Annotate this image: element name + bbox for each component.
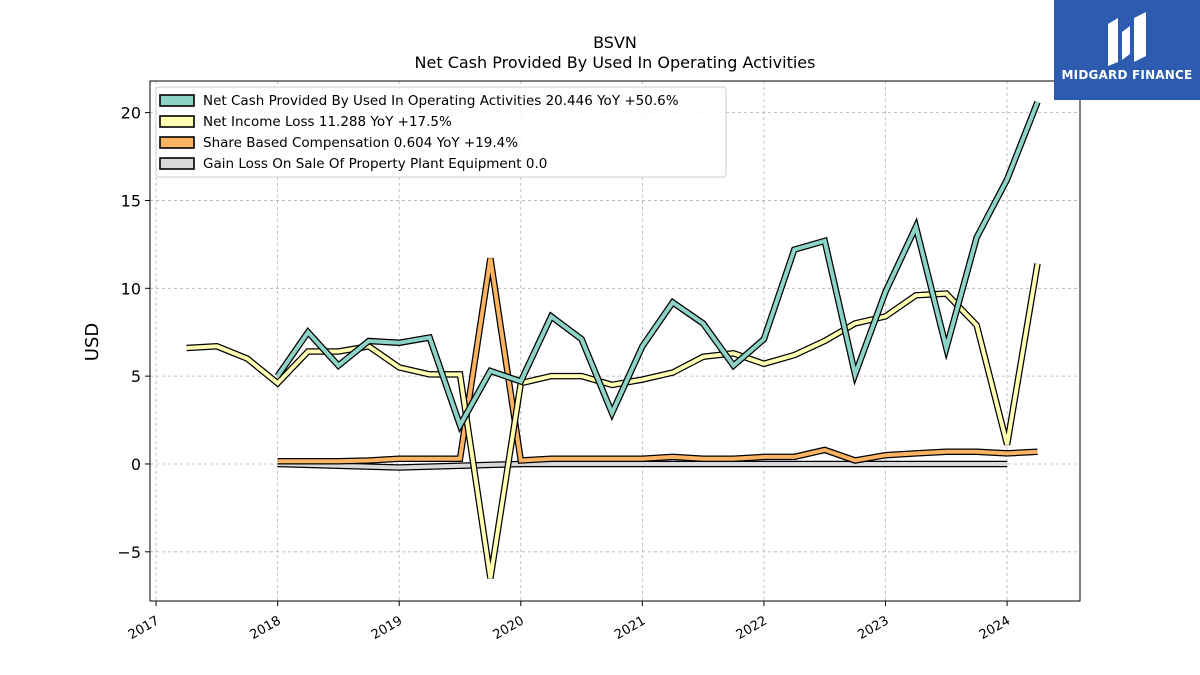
legend-entry: Net Income Loss 11.288 YoY +17.5% xyxy=(203,114,452,130)
series-line xyxy=(277,462,1008,470)
y-tick-label: 20 xyxy=(121,104,141,123)
series-line xyxy=(277,258,1038,464)
x-tick-label: 2019 xyxy=(369,613,405,643)
series-0 xyxy=(274,100,1041,434)
series-line-outline xyxy=(186,263,1041,579)
x-tick-label: 2017 xyxy=(126,613,162,643)
x-axis: 2017 2018 2019 2020 2021 2022 2023 2024 xyxy=(126,601,1013,643)
legend-swatch xyxy=(159,157,195,170)
series-line xyxy=(275,101,1040,431)
x-tick-label: 2022 xyxy=(734,613,770,643)
x-tick-label: 2021 xyxy=(612,613,648,643)
series-1 xyxy=(186,263,1041,579)
legend-swatch xyxy=(159,94,195,107)
brand-logo: MIDGARD FINANCE xyxy=(1054,0,1200,100)
series-line xyxy=(186,263,1040,579)
chart-title: BSVN xyxy=(593,33,637,52)
y-tick-label: 0 xyxy=(131,455,141,474)
y-axis-label: USD xyxy=(82,323,103,361)
x-tick-label: 2023 xyxy=(855,613,891,643)
legend-swatch xyxy=(159,136,195,149)
y-tick-label: 15 xyxy=(121,191,141,210)
legend-box xyxy=(155,86,727,178)
y-tick-label: −5 xyxy=(117,543,141,562)
legend-entry: Share Based Compensation 0.604 YoY +19.4… xyxy=(203,135,518,151)
x-tick-label: 2024 xyxy=(977,613,1013,643)
chart-subtitle: Net Cash Provided By Used In Operating A… xyxy=(415,53,816,72)
x-tick-label: 2018 xyxy=(247,613,283,643)
midgard-logo-icon xyxy=(1108,12,1146,66)
series-layer xyxy=(186,100,1041,579)
y-tick-label: 5 xyxy=(131,367,141,386)
legend-entry: Gain Loss On Sale Of Property Plant Equi… xyxy=(203,156,547,172)
y-tick-label: 10 xyxy=(121,279,141,298)
series-2 xyxy=(277,257,1038,465)
plot-frame xyxy=(149,80,1081,602)
brand-name: MIDGARD FINANCE xyxy=(1061,68,1193,82)
legend-entry: Net Cash Provided By Used In Operating A… xyxy=(203,93,679,109)
y-axis: −5 0 5 10 15 20 xyxy=(117,104,150,562)
series-3 xyxy=(277,460,1008,471)
legend-swatch xyxy=(159,115,195,128)
x-tick-label: 2020 xyxy=(491,613,527,643)
legend: Net Cash Provided By Used In Operating A… xyxy=(155,86,727,178)
